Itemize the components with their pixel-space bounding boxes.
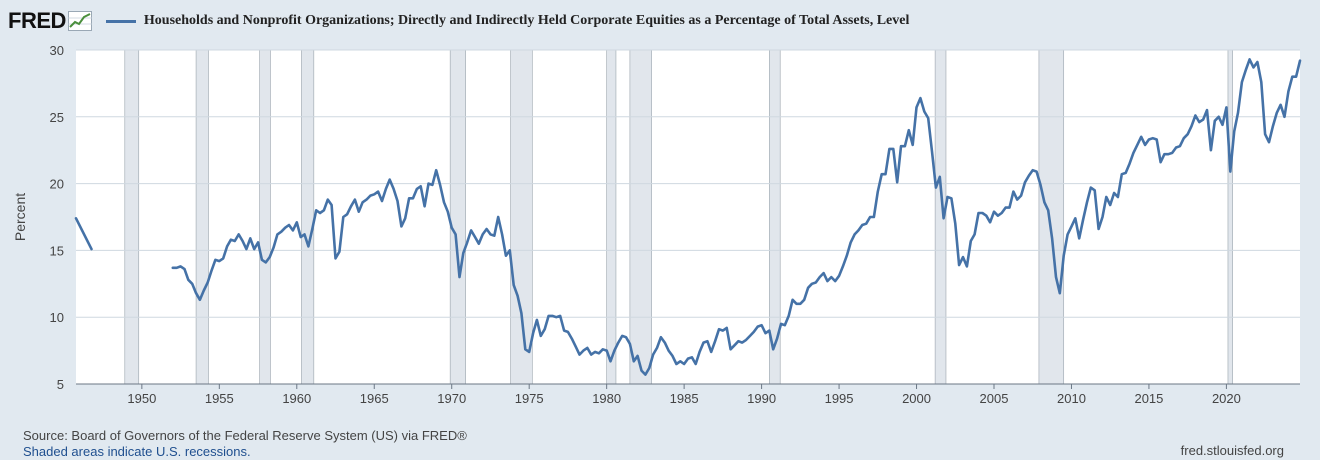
x-tick-label: 1990 (747, 391, 776, 406)
recession-band (629, 49, 652, 385)
source-text: Source: Board of Governors of the Federa… (23, 428, 467, 443)
series-line-segment (171, 58, 1302, 376)
y-tick-label: 15 (50, 243, 64, 258)
x-tick-label: 1985 (670, 391, 699, 406)
x-tick-label: 1955 (205, 391, 234, 406)
recession-band (510, 49, 533, 385)
y-tick-label: 20 (50, 177, 64, 192)
x-tick-label: 1965 (360, 391, 389, 406)
legend-swatch (105, 19, 136, 23)
x-tick-label: 2015 (1134, 391, 1163, 406)
x-tick-label: 2020 (1212, 391, 1241, 406)
recession-note[interactable]: Shaded areas indicate U.S. recessions. (23, 444, 251, 459)
recession-band (301, 49, 315, 385)
chart-title: Households and Nonprofit Organizations; … (143, 13, 910, 28)
y-gridlines (76, 49, 1300, 318)
recession-shading (124, 49, 1233, 385)
recession-band (195, 49, 209, 385)
recession-band (1038, 49, 1065, 385)
x-tick-label: 1960 (282, 391, 311, 406)
chart-header: FRED Households and Nonprofit Organizati… (8, 6, 909, 36)
x-tick-label: 2010 (1057, 391, 1086, 406)
recession-band (259, 49, 271, 385)
x-tick-label: 2000 (902, 391, 931, 406)
fred-chart-icon (67, 11, 92, 31)
x-tick-labels: 1950 1955 1960 1965 1970 1975 1980 1985 1990 1995… (127, 384, 1241, 406)
line-chart: 5 10 15 20 25 30 1950 1955 1960 1965 1970 1975 1980… (12, 43, 1302, 406)
footer-left: Source: Board of Governors of the Federa… (23, 428, 467, 460)
y-tick-label: 30 (50, 43, 64, 58)
x-tick-label: 1995 (825, 391, 854, 406)
series-line (74, 58, 1302, 376)
plot-area (76, 50, 1300, 384)
series-line-segment (74, 217, 93, 251)
recession-band (606, 49, 617, 385)
y-tick-label: 25 (50, 110, 64, 125)
fred-logo[interactable]: FRED (8, 8, 66, 33)
x-tick-label: 1975 (515, 391, 544, 406)
recession-band (124, 49, 140, 385)
y-tick-label: 10 (50, 310, 64, 325)
y-axis-label: Percent (12, 193, 28, 241)
x-tick-label: 2005 (980, 391, 1009, 406)
recession-band (449, 49, 466, 385)
x-tick-label: 1970 (437, 391, 466, 406)
y-tick-label: 5 (57, 377, 64, 392)
site-link[interactable]: fred.stlouisfed.org (1180, 443, 1284, 458)
y-tick-labels: 5 10 15 20 25 30 (50, 43, 64, 392)
x-tick-label: 1980 (592, 391, 621, 406)
x-tick-label: 1950 (127, 391, 156, 406)
recession-band (1227, 49, 1233, 385)
